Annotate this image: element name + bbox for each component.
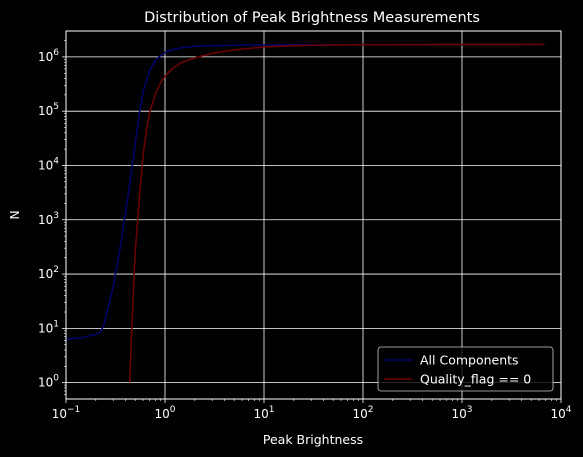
y-tick-label-exponent: 2: [53, 265, 59, 275]
y-tick-label-exponent: 6: [53, 48, 59, 58]
x-tick-label-base: 10: [154, 407, 169, 421]
x-tick-label-exponent: 0: [170, 405, 176, 415]
x-tick-label-exponent: −1: [67, 405, 80, 415]
y-tick-label-base: 10: [38, 267, 53, 281]
y-tick-label-exponent: 5: [53, 102, 59, 112]
series-line-1: [128, 43, 545, 383]
y-tick-label-exponent: 1: [53, 319, 59, 329]
series-layer: [65, 43, 545, 383]
y-tick-label-base: 10: [38, 104, 53, 118]
y-tick-label: 105: [38, 102, 59, 118]
y-tick-label: 100: [38, 374, 59, 390]
x-axis-label: Peak Brightness: [263, 432, 363, 447]
y-tick-label-exponent: 0: [53, 374, 59, 384]
x-tick-label-exponent: 1: [269, 405, 275, 415]
y-axis-label: N: [7, 210, 22, 219]
x-tick-label: 104: [550, 405, 571, 421]
series-line-0: [65, 43, 545, 341]
x-tick-label-base: 10: [550, 407, 565, 421]
x-tick-label: 103: [451, 405, 472, 421]
x-tick-label: 10−1: [52, 405, 81, 421]
plot-frame: [65, 30, 562, 400]
chart-title: Distribution of Peak Brightness Measurem…: [144, 10, 480, 26]
y-tick-label: 104: [38, 156, 59, 172]
y-tick-label: 103: [38, 211, 59, 227]
y-tick-label-base: 10: [38, 376, 53, 390]
y-tick-label-base: 10: [38, 50, 53, 64]
x-tick-label-base: 10: [352, 407, 367, 421]
x-tick-label: 100: [154, 405, 175, 421]
x-tick-label: 102: [352, 405, 373, 421]
x-tick-label: 101: [253, 405, 274, 421]
x-tick-label-base: 10: [253, 407, 268, 421]
legend-box: [377, 346, 554, 392]
x-tick-label-base: 10: [451, 407, 466, 421]
y-tick-label-exponent: 3: [53, 211, 59, 221]
y-tick-label-exponent: 4: [53, 156, 59, 166]
y-tick-label-base: 10: [38, 321, 53, 335]
x-tick-label-exponent: 2: [368, 405, 374, 415]
y-tick-label: 101: [38, 319, 59, 335]
x-axis: 10−1 100 101 102 103 104: [52, 399, 572, 421]
y-tick-label-base: 10: [38, 213, 53, 227]
grid: [66, 31, 561, 399]
x-tick-label-base: 10: [52, 407, 67, 421]
x-tick-label-exponent: 3: [467, 405, 473, 415]
x-tick-label-exponent: 4: [566, 405, 572, 415]
legend-label-1: Quality_flag == 0: [420, 372, 531, 387]
legend: All Components Quality_flag == 0: [377, 346, 554, 392]
y-tick-label: 102: [38, 265, 59, 281]
y-tick-label-base: 10: [38, 158, 53, 172]
legend-label-0: All Components: [420, 353, 519, 368]
y-tick-label: 106: [38, 48, 59, 64]
